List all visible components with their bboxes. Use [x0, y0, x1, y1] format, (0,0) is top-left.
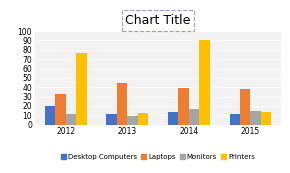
Bar [199, 40, 210, 125]
Bar [127, 116, 138, 125]
Bar [261, 112, 271, 125]
Legend: Desktop Computers, Laptops, Monitors, Printers: Desktop Computers, Laptops, Monitors, Pr… [61, 154, 255, 160]
Bar [189, 109, 199, 125]
Bar [117, 83, 127, 125]
Bar [230, 114, 240, 125]
Bar [66, 114, 76, 125]
Bar [106, 114, 117, 125]
Bar [138, 113, 148, 125]
Bar [178, 88, 189, 125]
Bar [251, 111, 261, 125]
Bar [240, 89, 251, 125]
Bar [76, 53, 86, 125]
Bar [45, 106, 55, 125]
Title: Chart Title: Chart Title [125, 14, 191, 27]
Bar [55, 94, 66, 125]
Bar [168, 112, 178, 125]
